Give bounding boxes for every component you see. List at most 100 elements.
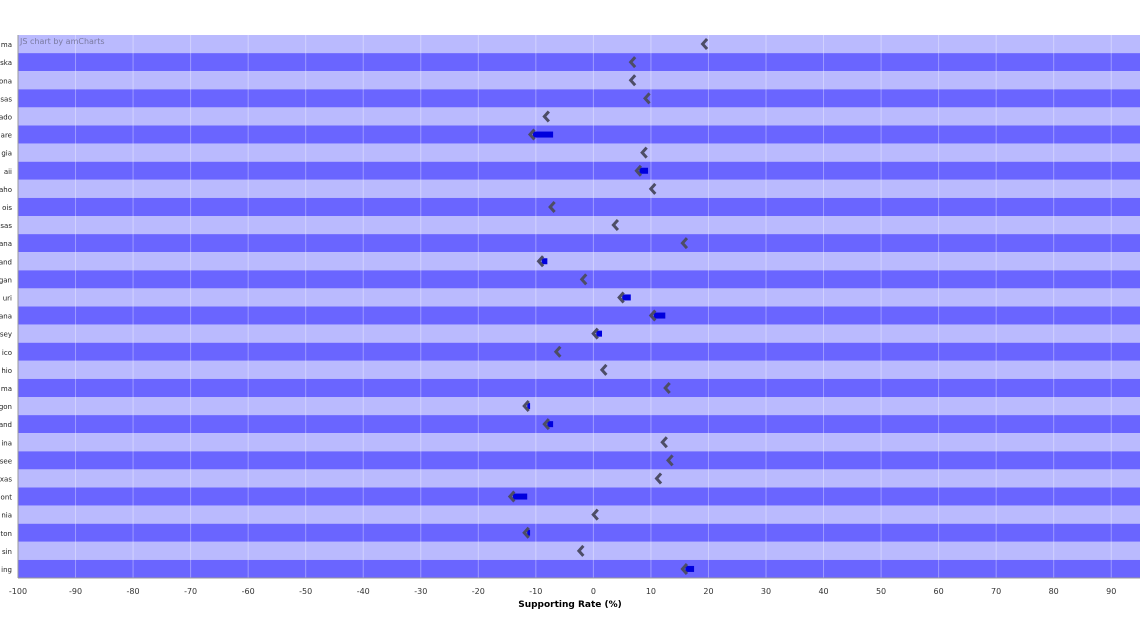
row-band	[18, 397, 1140, 416]
category-label: uri	[3, 294, 12, 302]
category-label: ina	[1, 439, 12, 447]
x-axis-label: Supporting Rate (%)	[518, 600, 622, 610]
value-marker	[640, 146, 648, 159]
range-bar	[527, 529, 531, 536]
row-band	[18, 415, 1140, 434]
chart-credit[interactable]: JS chart by amCharts	[20, 37, 105, 46]
row-band	[18, 487, 1140, 506]
value-marker	[680, 562, 689, 575]
row-band	[18, 53, 1140, 72]
category-label: see	[0, 457, 12, 465]
value-marker	[617, 291, 625, 304]
range-bar	[653, 312, 666, 319]
row-band	[18, 451, 1140, 470]
row-band	[18, 179, 1140, 198]
category-label: ma	[1, 41, 12, 49]
x-tick-label: 60	[934, 587, 944, 596]
category-label: sey	[0, 331, 12, 339]
value-marker	[643, 92, 651, 105]
category-label: are	[1, 132, 12, 140]
value-marker	[628, 74, 637, 87]
category-label: ma	[1, 385, 12, 393]
value-marker	[700, 38, 709, 51]
row-band	[18, 71, 1140, 90]
category-label: gia	[1, 150, 12, 158]
x-tick-label: -30	[414, 587, 427, 596]
x-tick-label: 50	[876, 587, 886, 596]
x-tick-label: -60	[242, 587, 255, 596]
category-label: nia	[1, 512, 12, 520]
range-bar	[685, 565, 695, 572]
category-label: aii	[4, 168, 12, 176]
value-marker	[654, 472, 663, 485]
x-tick-label: 10	[646, 587, 656, 596]
x-tick-label: 40	[818, 587, 828, 596]
x-tick-label: 80	[1049, 587, 1059, 596]
x-tick-label: 20	[703, 587, 713, 596]
value-marker	[576, 544, 585, 557]
category-label: aho	[0, 186, 12, 194]
x-tick-label: -20	[472, 587, 485, 596]
value-marker	[591, 327, 599, 340]
row-band	[18, 161, 1140, 180]
x-tick-label: -80	[127, 587, 140, 596]
row-band	[18, 433, 1140, 452]
range-bar	[527, 403, 531, 410]
value-marker	[611, 219, 620, 232]
category-label: and	[0, 421, 12, 429]
category-label: sin	[2, 548, 12, 556]
category-label: ois	[2, 204, 12, 212]
row-band	[18, 324, 1140, 343]
category-label: xas	[0, 475, 12, 483]
category-label: ton	[1, 530, 12, 538]
value-marker	[663, 381, 671, 394]
row-band	[18, 234, 1140, 253]
row-band	[18, 360, 1140, 379]
value-marker	[628, 56, 637, 69]
row-band	[18, 197, 1140, 216]
x-tick-label: -70	[184, 587, 197, 596]
value-marker	[522, 400, 530, 413]
category-label: ado	[0, 113, 12, 121]
row-band	[18, 270, 1140, 289]
x-tick-label: -100	[9, 587, 27, 596]
row-band	[18, 143, 1140, 162]
row-band	[18, 125, 1140, 144]
range-bar	[622, 294, 631, 301]
x-tick-label: -90	[69, 587, 82, 596]
row-band	[18, 252, 1140, 271]
category-label: gon	[0, 403, 12, 411]
value-marker	[591, 508, 599, 521]
row-band	[18, 469, 1140, 488]
row-band	[18, 378, 1140, 397]
row-band	[18, 559, 1140, 578]
range-bar	[541, 258, 548, 265]
range-bar	[512, 493, 528, 500]
x-tick-label: -50	[299, 587, 312, 596]
x-tick-label: 0	[591, 587, 596, 596]
row-band	[18, 523, 1140, 542]
x-tick-label: -40	[357, 587, 370, 596]
category-label: and	[0, 258, 12, 266]
category-label: ona	[0, 77, 12, 85]
range-bar	[532, 131, 554, 138]
value-marker	[553, 345, 562, 358]
x-tick-label: 30	[761, 587, 771, 596]
value-marker	[579, 273, 588, 286]
value-marker	[548, 200, 556, 213]
category-label: hio	[1, 367, 12, 375]
category-label: ico	[2, 349, 12, 357]
x-tick-label: 90	[1106, 587, 1116, 596]
category-label: ana	[0, 313, 12, 321]
value-marker	[542, 418, 550, 431]
row-band	[18, 89, 1140, 108]
value-marker	[634, 164, 643, 177]
x-tick-label: 70	[991, 587, 1001, 596]
value-marker	[680, 237, 689, 250]
range-bar	[596, 330, 603, 337]
value-marker	[666, 454, 674, 467]
category-label: ing	[1, 566, 12, 574]
category-label: ont	[1, 494, 13, 502]
row-band	[18, 505, 1140, 524]
